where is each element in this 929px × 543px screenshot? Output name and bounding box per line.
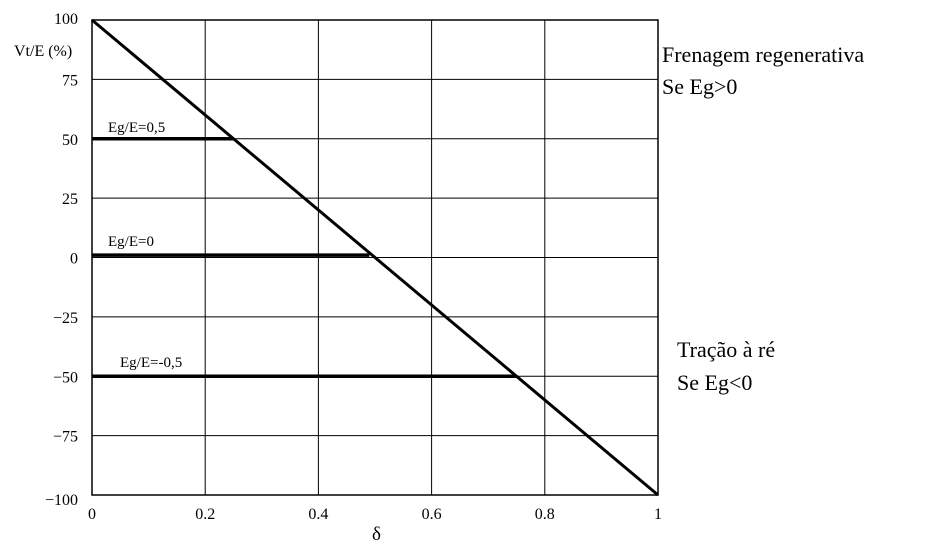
annotation-regen-condition: Se Eg>0 [662, 74, 737, 99]
y-tick-label: −75 [53, 429, 78, 446]
x-tick-label: 0.2 [195, 506, 215, 523]
series-label-eg-0-5: Eg/E=0,5 [108, 120, 165, 136]
series-vt-line [91, 18, 659, 497]
y-tick-label: −25 [53, 310, 78, 327]
series-label-eg-0: Eg/E=0 [108, 234, 154, 250]
y-tick-label: 0 [70, 251, 78, 268]
x-tick-labels: 0 0.2 0.4 0.6 0.8 1 [88, 506, 662, 523]
x-tick-label: 1 [654, 506, 662, 523]
y-axis-label: Vt/E (%) [14, 43, 72, 60]
series-layer [91, 18, 659, 497]
y-tick-label: −100 [45, 492, 78, 509]
y-tick-label: 75 [62, 72, 78, 89]
x-axis-label: δ [372, 524, 381, 543]
y-tick-label: 50 [62, 132, 78, 149]
x-tick-label: 0.4 [308, 506, 328, 523]
y-tick-label: −50 [53, 369, 78, 386]
x-tick-label: 0.8 [535, 506, 555, 523]
x-tick-label: 0 [88, 506, 96, 523]
annotation-regen-title: Frenagem regenerativa [662, 42, 864, 67]
series-label-eg-minus-0-5: Eg/E=-0,5 [120, 355, 182, 371]
y-tick-label: 100 [54, 11, 78, 28]
y-tick-labels: 100 75 50 25 0 −25 −50 −75 −100 [45, 11, 78, 509]
plot-frame [91, 19, 659, 496]
annotation-reverse-title: Tração à ré [677, 337, 775, 362]
annotation-reverse-condition: Se Eg<0 [677, 370, 752, 395]
y-tick-label: 25 [62, 191, 78, 208]
x-tick-label: 0.6 [422, 506, 442, 523]
